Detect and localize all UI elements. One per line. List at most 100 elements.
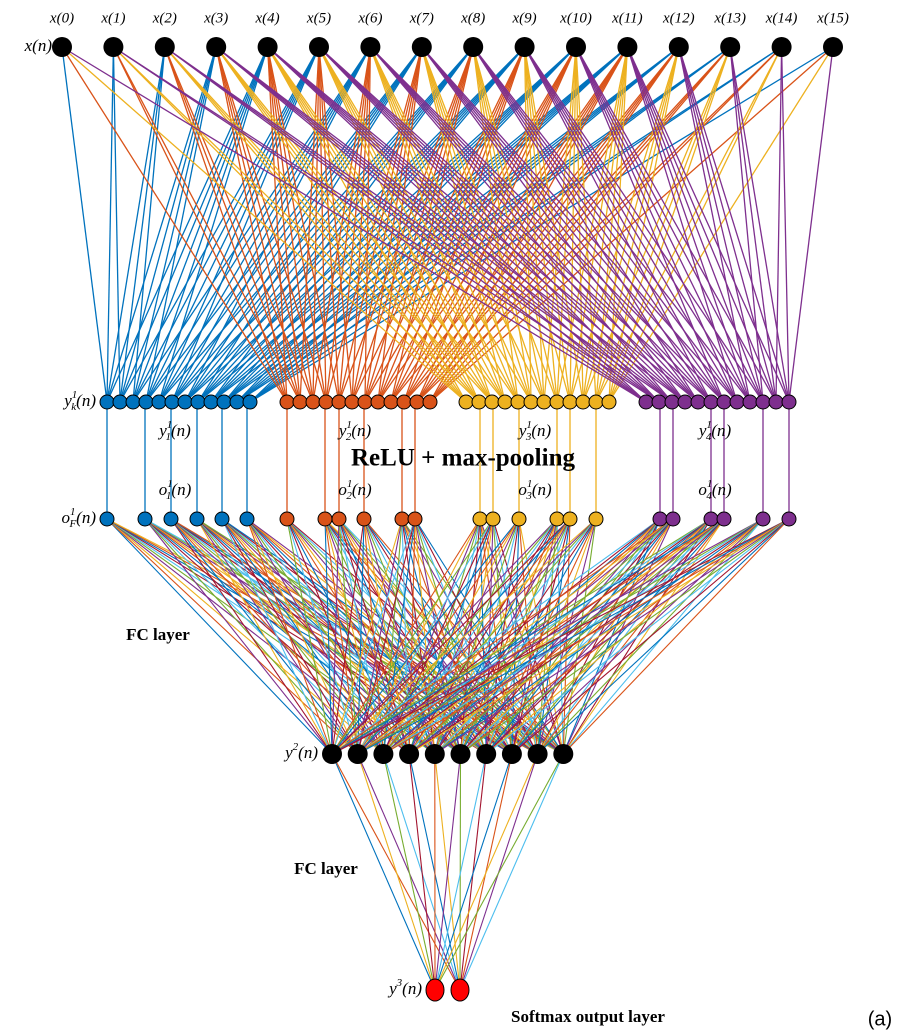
connection — [524, 46, 725, 403]
connection — [246, 518, 333, 755]
conv-node — [549, 394, 565, 410]
connection — [729, 46, 777, 403]
connection — [331, 518, 403, 755]
conv-node — [203, 394, 219, 410]
pool-node — [588, 511, 604, 527]
connection — [511, 518, 725, 755]
connection — [266, 46, 340, 403]
conv-node — [357, 394, 373, 410]
connection — [106, 46, 269, 403]
connection — [267, 46, 699, 403]
label-sup: 1 — [707, 478, 713, 490]
connection — [164, 46, 673, 403]
connection — [626, 46, 777, 403]
connection — [112, 46, 467, 403]
conv-node — [216, 394, 232, 410]
pool-node — [485, 511, 501, 527]
connection — [215, 46, 506, 403]
conv-node — [651, 394, 667, 410]
labels: ReLU + max-pooling FC layer FC layer Sof… — [24, 10, 893, 1030]
pool-node — [549, 511, 565, 527]
connection — [119, 46, 269, 403]
connection — [119, 46, 166, 403]
connection — [196, 518, 333, 755]
connection — [331, 518, 520, 755]
hidden-node — [373, 744, 394, 764]
connection — [112, 46, 121, 403]
connection — [421, 46, 738, 403]
input-label: x(4) — [255, 10, 280, 26]
connection — [267, 46, 480, 403]
math-label: y1 2(n) — [337, 419, 372, 443]
connection — [434, 753, 487, 991]
connection — [331, 753, 436, 991]
input-node — [617, 37, 638, 57]
pool-node — [511, 511, 527, 527]
conv-node — [279, 394, 295, 410]
connection — [369, 46, 686, 403]
conv-node — [664, 394, 680, 410]
label-sub: 1 — [165, 431, 171, 443]
conv-node — [510, 394, 526, 410]
connection — [106, 46, 115, 403]
label-sub: 2 — [346, 490, 352, 502]
connection — [164, 46, 288, 403]
connection — [434, 518, 725, 755]
hidden-node — [450, 744, 471, 764]
connection — [729, 46, 790, 403]
hidden-node — [424, 744, 445, 764]
hidden-node — [501, 744, 522, 764]
connection — [460, 518, 725, 755]
label-base: y — [337, 421, 347, 440]
label-base: y — [387, 979, 397, 998]
connection — [215, 46, 660, 403]
math-label: y1 1(n) — [157, 419, 191, 443]
input-node — [309, 37, 329, 57]
pool-node — [652, 511, 668, 527]
conv-node — [729, 394, 745, 410]
conv-node — [344, 394, 360, 410]
connection — [626, 46, 790, 403]
connection — [331, 518, 661, 755]
label-arg: (n) — [32, 36, 52, 55]
input-label: x(3) — [203, 10, 228, 26]
connection — [61, 46, 647, 403]
connection — [382, 753, 436, 991]
math-label: y1 4(n) — [697, 419, 732, 443]
label-sup: 1 — [527, 478, 533, 490]
connection — [377, 46, 423, 403]
conv-node — [768, 394, 784, 410]
conv-node — [471, 394, 487, 410]
connection — [119, 46, 217, 403]
math-label: y3(n) — [387, 977, 422, 998]
connection — [421, 46, 686, 403]
connection — [267, 46, 519, 403]
pool-node — [781, 511, 797, 527]
connection — [318, 46, 353, 403]
math-label: y2(n) — [283, 741, 318, 762]
connection — [408, 518, 790, 755]
conv-node — [229, 394, 245, 410]
connection — [382, 518, 558, 755]
connection — [369, 46, 673, 403]
input-node — [771, 37, 792, 57]
connection — [331, 518, 365, 755]
conv-node — [703, 394, 719, 410]
connection — [678, 46, 751, 403]
connection — [369, 46, 712, 403]
connection — [215, 46, 686, 403]
label-sup: 1 — [72, 389, 78, 401]
connection — [357, 753, 436, 991]
connection — [164, 46, 314, 403]
label-arg: (n) — [532, 480, 552, 499]
input-node — [463, 37, 484, 57]
connection — [331, 518, 416, 755]
connection — [215, 46, 288, 403]
conv-node — [409, 394, 425, 410]
label-sub: 4 — [706, 431, 712, 443]
label-sup: 3 — [396, 977, 403, 989]
conv-node — [677, 394, 693, 410]
conv-node — [125, 394, 141, 410]
conv-node — [523, 394, 539, 410]
output-node — [450, 978, 470, 1002]
